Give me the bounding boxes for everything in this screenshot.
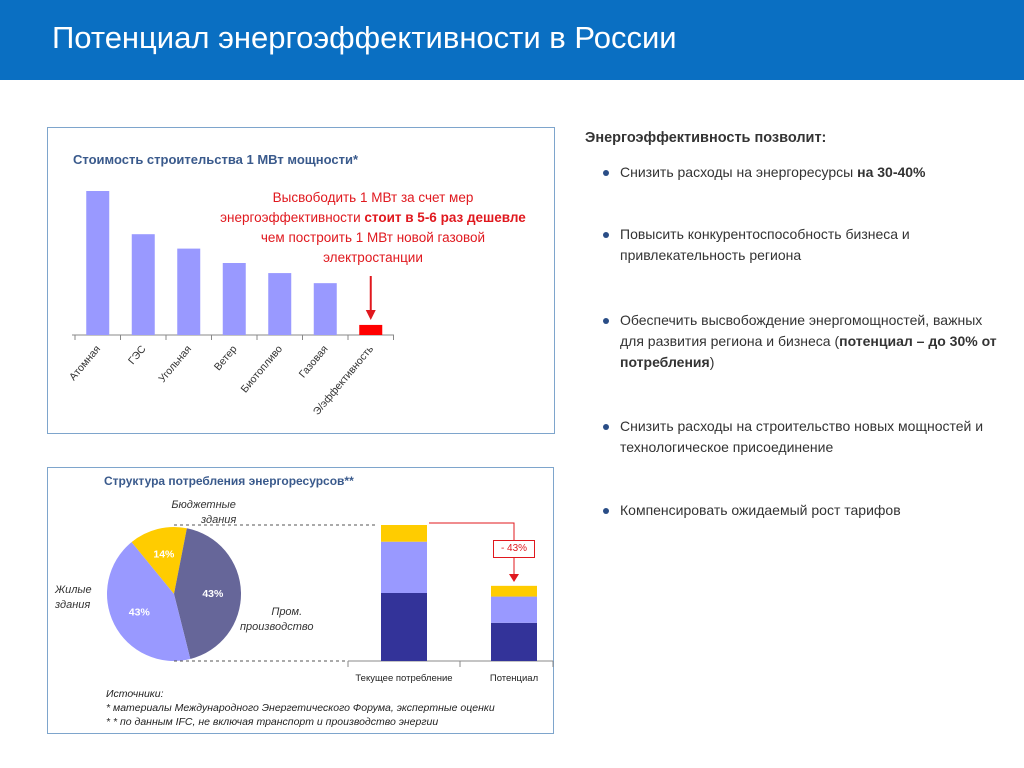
callout-line-4: электростанции [323,250,423,265]
x-tick-label-5: Биотопливо [239,343,285,395]
bullet-icon [603,232,609,238]
x-tick-label-2: ГЭС [126,343,149,367]
construction-cost-panel: Стоимость строительства 1 МВт мощности* … [47,127,555,434]
label-industry: Пром. производство [240,605,314,635]
benefit-1-emphasis: на 30-40% [857,164,926,180]
pie-slice-3 [106,542,191,661]
page-title: Потенциал энергоэффективности в России [52,20,677,55]
bar-2 [131,234,155,335]
benefits-heading: Энергоэффективность позволит: [585,130,827,146]
reduction-arrow-head [509,574,519,582]
pie-label-3: 43% [129,606,151,618]
benefit-3-emphasis: потенциал – до 30% от потребления [620,333,997,370]
benefit-2-text: Повысить конкурентоспособность бизнеса и… [620,226,910,263]
benefit-item-5: Компенсировать ожидаемый рост тарифов [585,500,1005,521]
stack-bar-1-segment-2 [381,541,427,593]
pie-slice-2 [174,528,241,659]
x-tick-label-1: Атомная [67,343,103,383]
header-bar: Потенциал энергоэффективности в России [0,0,1024,80]
bullet-icon [603,508,609,514]
callout-line-3: чем построить 1 МВт новой газовой [260,230,486,245]
sources-line-2: * * по данным IFC, не включая транспорт … [106,716,439,728]
label-industry-line-2: производство [240,621,314,633]
stack-category-label-1: Текущее потребление [355,673,452,684]
consumption-charts: 14% 43% 43% Текущее потребление Потенциал [106,522,554,684]
x-tick-label-3: Угольная [156,343,194,385]
bar-5 [268,273,292,335]
bullet-icon [603,318,609,324]
sources-block: Источники: * материалы Международного Эн… [106,687,495,729]
benefit-3-suffix: ) [709,354,715,370]
bar-4 [222,263,246,335]
consumption-structure-title: Структура потребления энергоресурсов** [104,474,354,488]
stack-bar-2-segment-1 [491,622,537,661]
construction-cost-chart: Атомная ГЭС Угольная Ветер Биотопливо Газовая… [67,191,394,418]
callout-emphasis: стоит в 5-6 раз дешевле [364,210,526,225]
callout-text: Высвободить 1 МВт за счет мер энергоэффе… [208,188,538,268]
label-budget-line-2: здания [201,514,237,526]
pie-slice-1 [131,527,187,594]
bullet-icon [603,170,609,176]
label-industry-line-1: Пром. [271,606,303,618]
benefit-item-4: Снизить расходы на строительство новых м… [585,416,1005,458]
stack-bar-2-segment-2 [491,596,537,623]
label-budget-buildings: Бюджетные здания [171,498,236,528]
stack-bar-1-segment-3 [381,525,427,542]
callout-line-2-text: энергоэффективности [220,210,365,225]
benefit-4-text: Снизить расходы на строительство новых м… [620,418,984,455]
bar-7 [359,324,383,335]
stack-category-label-2: Потенциал [490,673,538,684]
bar-1 [86,191,110,335]
benefit-item-1: Снизить расходы на энергоресурсы на 30-4… [585,162,1005,183]
bullet-icon [603,424,609,430]
sources-heading: Источники: [106,688,164,700]
reduction-connector [429,522,515,576]
pie-label-2: 43% [202,588,224,600]
benefits-list: Энергоэффективность позволит: Снизить ра… [585,130,1005,518]
reduction-badge: - 43% [493,540,535,558]
x-tick-label-6: Газовая [297,343,331,380]
label-residential-line-2: здания [55,599,91,611]
stack-bar-1-segment-1 [381,593,427,661]
bar-3 [177,248,201,335]
callout-line-1: Высвободить 1 МВт за счет мер [272,190,474,205]
bar-6 [313,283,337,335]
construction-cost-title: Стоимость строительства 1 МВт мощности* [73,152,358,167]
label-budget-line-1: Бюджетные [171,499,236,511]
sources-line-1: * материалы Международного Энергетическо… [106,702,495,714]
benefit-item-3: Обеспечить высвобождение энергомощностей… [585,310,1005,373]
label-residential-line-1: Жилые [55,584,92,596]
stack-bar-2-segment-3 [491,585,537,597]
benefit-item-2: Повысить конкурентоспособность бизнеса и… [585,224,1005,266]
benefit-1-text: Снизить расходы на энергоресурсы [620,164,858,180]
benefit-5-text: Компенсировать ожидаемый рост тарифов [620,502,901,518]
benefit-3-text: Обеспечить высвобождение энергомощностей… [620,312,983,349]
label-residential-buildings: Жилые здания [55,583,92,613]
callout-arrow-head [365,310,376,320]
x-tick-label-4: Ветер [212,343,240,373]
pie-label-1: 14% [153,549,175,561]
consumption-structure-panel: Структура потребления энергоресурсов** Б… [47,467,554,734]
callout-line-2: энергоэффективности стоит в 5-6 раз деше… [208,208,538,228]
